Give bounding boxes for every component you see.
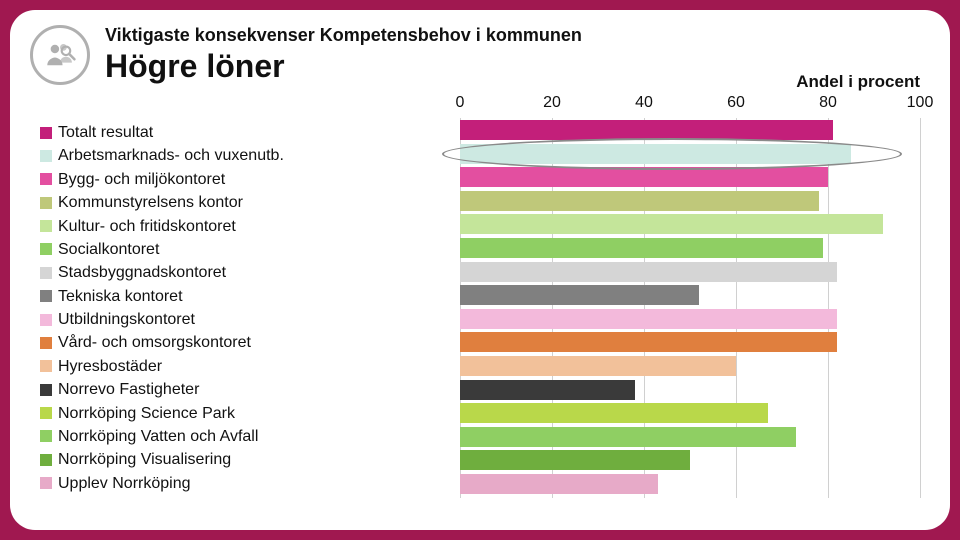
gridline (920, 118, 921, 498)
people-search-icon (30, 25, 90, 85)
bar (460, 285, 699, 305)
legend-label: Socialkontoret (58, 240, 159, 259)
legend-item: Norrköping Vatten och Avfall (40, 427, 350, 446)
page-title: Högre löner (105, 48, 582, 85)
legend-swatch (40, 477, 52, 489)
legend-swatch (40, 220, 52, 232)
legend-swatch (40, 173, 52, 185)
legend-item: Kommunstyrelsens kontor (40, 193, 350, 212)
bars (460, 120, 920, 498)
legend-swatch (40, 267, 52, 279)
legend-item: Norrköping Visualisering (40, 450, 350, 469)
legend-label: Hyresbostäder (58, 357, 162, 376)
axis-label: Andel i procent (796, 72, 920, 92)
bar (460, 403, 768, 423)
legend-label: Kultur- och fritidskontoret (58, 217, 236, 236)
legend-swatch (40, 197, 52, 209)
tick-label: 60 (727, 94, 745, 112)
bar (460, 238, 823, 258)
bar (460, 356, 736, 376)
legend-label: Upplev Norrköping (58, 474, 191, 493)
bar (460, 167, 828, 187)
legend-label: Norrköping Science Park (58, 404, 235, 423)
legend-swatch (40, 290, 52, 302)
bar (460, 450, 690, 470)
legend-item: Totalt resultat (40, 123, 350, 142)
card: Viktigaste konsekvenser Kompetensbehov i… (10, 10, 950, 530)
legend-item: Upplev Norrköping (40, 474, 350, 493)
header: Viktigaste konsekvenser Kompetensbehov i… (30, 25, 930, 85)
legend-label: Kommunstyrelsens kontor (58, 193, 243, 212)
legend-item: Vård- och omsorgskontoret (40, 333, 350, 352)
legend-label: Stadsbyggnadskontoret (58, 263, 226, 282)
bar (460, 144, 851, 164)
legend-swatch (40, 127, 52, 139)
tick-label: 100 (907, 94, 934, 112)
legend-label: Norrevo Fastigheter (58, 380, 199, 399)
legend-swatch (40, 337, 52, 349)
bar (460, 309, 837, 329)
legend-item: Hyresbostäder (40, 357, 350, 376)
legend-label: Arbetsmarknads- och vuxenutb. (58, 146, 284, 165)
legend-label: Utbildningskontoret (58, 310, 195, 329)
tick-label: 0 (456, 94, 465, 112)
legend-swatch (40, 430, 52, 442)
legend-label: Norrköping Visualisering (58, 450, 231, 469)
subtitle: Viktigaste konsekvenser Kompetensbehov i… (105, 25, 582, 46)
legend-item: Norrevo Fastigheter (40, 380, 350, 399)
legend-swatch (40, 360, 52, 372)
legend-item: Stadsbyggnadskontoret (40, 263, 350, 282)
legend-swatch (40, 150, 52, 162)
bar (460, 474, 658, 494)
titles: Viktigaste konsekvenser Kompetensbehov i… (105, 25, 582, 85)
legend-swatch (40, 454, 52, 466)
legend-label: Vård- och omsorgskontoret (58, 333, 251, 352)
bar (460, 191, 819, 211)
bar (460, 332, 837, 352)
bar (460, 262, 837, 282)
tick-label: 80 (819, 94, 837, 112)
chart: Totalt resultat Arbetsmarknads- och vuxen… (40, 118, 920, 518)
legend-label: Tekniska kontoret (58, 287, 183, 306)
legend-item: Kultur- och fritidskontoret (40, 217, 350, 236)
legend-swatch (40, 384, 52, 396)
legend-item: Utbildningskontoret (40, 310, 350, 329)
x-ticks: 020406080100 (460, 94, 920, 114)
legend-swatch (40, 407, 52, 419)
tick-label: 40 (635, 94, 653, 112)
legend-item: Norrköping Science Park (40, 404, 350, 423)
tick-label: 20 (543, 94, 561, 112)
legend-item: Bygg- och miljökontoret (40, 170, 350, 189)
plot: 020406080100 (460, 118, 920, 518)
legend-swatch (40, 314, 52, 326)
bar (460, 380, 635, 400)
bar (460, 214, 883, 234)
bar (460, 427, 796, 447)
legend-label: Norrköping Vatten och Avfall (58, 427, 258, 446)
legend-label: Totalt resultat (58, 123, 153, 142)
legend-label: Bygg- och miljökontoret (58, 170, 225, 189)
legend-item: Tekniska kontoret (40, 287, 350, 306)
legend-item: Socialkontoret (40, 240, 350, 259)
bar (460, 120, 833, 140)
legend: Totalt resultat Arbetsmarknads- och vuxen… (40, 123, 350, 497)
legend-item: Arbetsmarknads- och vuxenutb. (40, 146, 350, 165)
legend-swatch (40, 243, 52, 255)
